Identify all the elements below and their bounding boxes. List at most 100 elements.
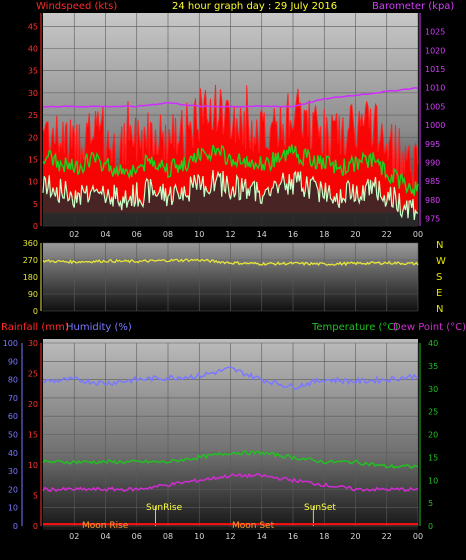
time-tick-label: 02 bbox=[69, 532, 79, 541]
humidity-tick-label: 80 bbox=[8, 376, 18, 385]
sunset-label: SunSet bbox=[304, 503, 336, 513]
graph-title: 24 hour graph day : 29 July 2016 bbox=[172, 1, 337, 12]
rainfall-tick-label: 0 bbox=[33, 522, 38, 531]
time-tick-label: 14 bbox=[257, 532, 267, 541]
temperature-tick-label: 15 bbox=[428, 453, 438, 462]
moon-rise-label: Moon Rise bbox=[82, 521, 129, 531]
wind-tick-label: 20 bbox=[28, 133, 38, 142]
wind-tick-label: 35 bbox=[28, 67, 38, 76]
direction-panel-series bbox=[42, 258, 419, 267]
time-tick-label: 10 bbox=[194, 230, 204, 239]
humidity-tick-label: 30 bbox=[8, 467, 18, 476]
direction-tick-label: 270 bbox=[23, 256, 38, 265]
time-tick-label: 18 bbox=[319, 230, 329, 239]
time-tick-label: 22 bbox=[382, 532, 392, 541]
barometer-line bbox=[43, 87, 419, 108]
humidity-tick-label: 50 bbox=[8, 431, 18, 440]
wind-panel-series bbox=[42, 84, 419, 226]
rainfall-axis-title: Rainfall (mm) bbox=[1, 322, 69, 333]
rainfall-tick-label: 15 bbox=[28, 431, 38, 440]
humidity-axis-title: Humidity (%) bbox=[66, 322, 132, 333]
barometer-tick-label: 985 bbox=[425, 177, 440, 186]
wind-average-line bbox=[42, 144, 419, 196]
climate-panel-series bbox=[42, 366, 419, 526]
temperature-axis-title: Temperature (°C) bbox=[311, 322, 398, 333]
humidity-tick-label: 100 bbox=[3, 339, 18, 348]
barometer-tick-label: 1015 bbox=[425, 65, 445, 74]
rainfall-tick-label: 25 bbox=[28, 370, 38, 379]
humidity-tick-label: 70 bbox=[8, 394, 18, 403]
humidity-tick-label: 10 bbox=[8, 504, 18, 513]
barometer-tick-label: 1020 bbox=[425, 46, 445, 55]
time-tick-label: 04 bbox=[100, 532, 110, 541]
time-tick-label: 12 bbox=[225, 532, 235, 541]
wind-tick-label: 30 bbox=[28, 89, 38, 98]
time-tick-label: 10 bbox=[194, 532, 204, 541]
direction-letter: S bbox=[436, 272, 442, 283]
time-tick-label: 00 bbox=[413, 230, 423, 239]
humidity-tick-label: 90 bbox=[8, 357, 18, 366]
time-tick-label: 08 bbox=[163, 532, 173, 541]
direction-letter: N bbox=[436, 304, 443, 315]
temperature-tick-label: 35 bbox=[428, 362, 438, 371]
sunrise-label: SunRise bbox=[146, 503, 183, 513]
time-tick-label: 22 bbox=[382, 230, 392, 239]
dewpoint-axis-title: Dew Point (°C) bbox=[393, 322, 466, 333]
barometer-tick-label: 1010 bbox=[425, 84, 445, 93]
time-tick-label: 06 bbox=[132, 532, 142, 541]
climate-panel-axes: 0102030405060708090100051015202530051015… bbox=[3, 339, 438, 541]
time-tick-label: 18 bbox=[319, 532, 329, 541]
time-tick-label: 16 bbox=[288, 230, 298, 239]
barometer-tick-label: 995 bbox=[425, 140, 440, 149]
temperature-tick-label: 40 bbox=[428, 339, 438, 348]
temperature-tick-label: 10 bbox=[428, 476, 438, 485]
rainfall-tick-label: 30 bbox=[28, 339, 38, 348]
direction-tick-label: 360 bbox=[23, 239, 38, 248]
time-tick-label: 04 bbox=[100, 230, 110, 239]
wind-tick-label: 45 bbox=[28, 22, 38, 31]
temperature-tick-label: 0 bbox=[428, 522, 433, 531]
wind-gust-line bbox=[42, 84, 419, 193]
dewpoint-line bbox=[42, 472, 419, 493]
time-tick-label: 12 bbox=[225, 230, 235, 239]
temperature-tick-label: 30 bbox=[428, 385, 438, 394]
wind-panel-axes: 0510152025303540459759809859909951000100… bbox=[28, 13, 445, 239]
barometer-tick-label: 990 bbox=[425, 158, 440, 167]
rainfall-tick-label: 10 bbox=[28, 461, 38, 470]
direction-tick-label: 0 bbox=[33, 307, 38, 316]
time-tick-label: 02 bbox=[69, 230, 79, 239]
time-tick-label: 08 bbox=[163, 230, 173, 239]
time-tick-label: 20 bbox=[350, 230, 360, 239]
direction-letter: W bbox=[436, 256, 446, 267]
humidity-tick-label: 0 bbox=[13, 522, 18, 531]
moon-set-label: Moon Set bbox=[232, 521, 275, 531]
barometer-tick-label: 1000 bbox=[425, 121, 445, 130]
time-tick-label: 06 bbox=[132, 230, 142, 239]
barometer-tick-label: 980 bbox=[425, 196, 440, 205]
wind-tick-label: 10 bbox=[28, 178, 38, 187]
humidity-tick-label: 20 bbox=[8, 485, 18, 494]
rainfall-tick-label: 20 bbox=[28, 400, 38, 409]
temperature-tick-label: 5 bbox=[428, 499, 433, 508]
wind-tick-label: 0 bbox=[33, 222, 38, 231]
direction-tick-label: 180 bbox=[23, 273, 38, 282]
direction-letter: N bbox=[436, 240, 443, 251]
humidity-tick-label: 40 bbox=[8, 449, 18, 458]
wind-tick-label: 40 bbox=[28, 45, 38, 54]
time-tick-label: 20 bbox=[350, 532, 360, 541]
time-tick-label: 00 bbox=[413, 532, 423, 541]
direction-panel-grid bbox=[43, 242, 419, 312]
climate-panel-grid bbox=[43, 342, 419, 527]
time-tick-label: 16 bbox=[288, 532, 298, 541]
humidity-tick-label: 60 bbox=[8, 412, 18, 421]
wind-tick-label: 15 bbox=[28, 155, 38, 164]
barometer-tick-label: 1025 bbox=[425, 28, 445, 37]
wind-speed-light-line bbox=[42, 170, 419, 221]
wind-tick-label: 25 bbox=[28, 111, 38, 120]
barometer-axis-title: Barometer (kpa) bbox=[372, 1, 454, 12]
barometer-tick-label: 1005 bbox=[425, 102, 445, 111]
rainfall-tick-label: 5 bbox=[33, 492, 38, 501]
wind-axis-title: Windspeed (kts) bbox=[36, 1, 117, 12]
